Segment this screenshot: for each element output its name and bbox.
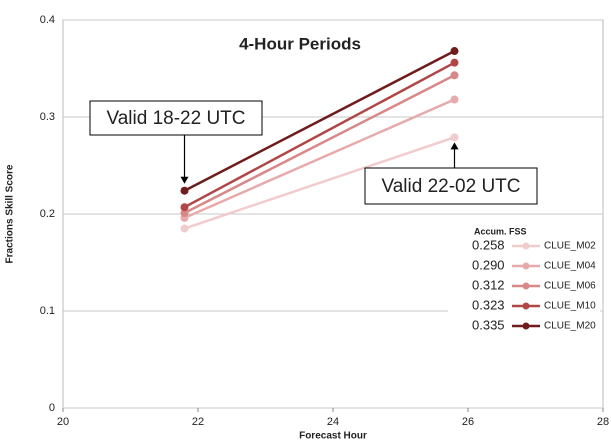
data-point [180,209,189,218]
x-tick-label: 28 [597,416,609,428]
legend-label: CLUE_M10 [544,301,596,312]
legend-fss: 0.335 [472,317,505,332]
data-point [450,47,459,56]
legend-marker [522,322,530,330]
y-tick-label: 0 [49,402,55,414]
data-point [180,203,189,212]
annotation-box [364,167,538,205]
y-tick-label: 0.2 [40,208,55,220]
data-point [450,71,459,80]
legend-title: Accum. FSS [474,226,527,236]
series-line [183,98,456,220]
legend-fss: 0.258 [472,237,505,252]
legend-marker [522,262,530,270]
data-point [450,58,459,67]
annotation-box [89,100,263,136]
annotation: Valid 22-02 UTC [381,176,520,197]
legend-fss: 0.323 [472,297,505,312]
arrow-head [180,176,189,184]
x-tick-label: 20 [57,416,69,428]
data-point [180,186,189,195]
legend-label: CLUE_M06 [544,281,596,292]
data-point [180,224,189,233]
data-point [450,95,459,104]
arrow-head [450,142,459,150]
x-tick-label: 22 [192,416,204,428]
legend-label: CLUE_M04 [544,261,596,272]
series-line [183,74,456,215]
x-axis-label: Forecast Hour [299,431,367,442]
series-line [184,136,455,230]
chart-title: 4-Hour Periods [239,34,361,53]
series-line [183,49,456,192]
legend-fss: 0.312 [472,277,505,292]
y-axis-label: Fractions Skill Score [5,164,16,263]
legend-marker [522,302,530,310]
legend-label: CLUE_M20 [544,321,596,332]
x-tick-label: 24 [327,416,339,428]
y-tick-label: 0.4 [40,14,55,26]
data-point [450,133,459,142]
y-tick-label: 0.1 [40,305,55,317]
y-tick-label: 0.3 [40,111,55,123]
legend-label: CLUE_M02 [544,241,596,252]
series-line [183,61,456,209]
legend-fss: 0.290 [472,257,505,272]
legend-marker [522,282,530,290]
legend-marker [522,242,530,250]
annotation: Valid 18-22 UTC [106,108,245,129]
x-tick-label: 26 [462,416,474,428]
